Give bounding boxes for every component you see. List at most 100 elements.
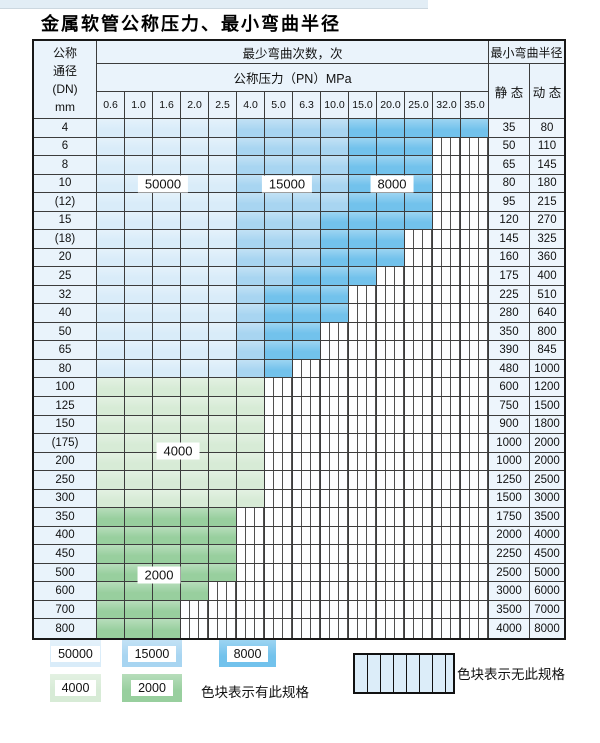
spec-cell [209, 471, 237, 490]
spec-cell [265, 267, 293, 286]
no-spec-cell [405, 452, 433, 472]
spec-cell [181, 396, 209, 416]
static-radius-cell: 175 [489, 267, 530, 286]
static-radius-cell: 480 [489, 359, 530, 379]
dynamic-radius-cell: 1200 [530, 378, 564, 397]
spec-cell [125, 322, 153, 342]
pressure-column-header: 25.0 [405, 92, 433, 119]
dynamic-column-header: 动 态 [530, 64, 564, 119]
table-row: 65 390 845 [34, 341, 564, 360]
spec-cell [153, 415, 181, 435]
no-spec-cell [433, 526, 461, 546]
spec-cell [237, 137, 265, 157]
spec-cell [125, 471, 153, 490]
spec-cell [125, 619, 153, 638]
spec-cell [377, 137, 405, 157]
no-spec-cell [461, 156, 489, 175]
spec-cell [433, 119, 461, 138]
spec-cell [181, 489, 209, 509]
spec-cell [181, 322, 209, 342]
no-spec-cell [349, 600, 377, 620]
table-row: 800 4000 8000 [34, 619, 564, 638]
pressure-column-header: 0.6 [97, 92, 125, 119]
spec-cell [209, 230, 237, 249]
spec-cell [237, 396, 265, 416]
dn-cell: 500 [34, 563, 97, 583]
dynamic-radius-cell: 360 [530, 248, 564, 268]
dn-cell: 32 [34, 285, 97, 305]
no-spec-cell [433, 341, 461, 360]
spec-cell [349, 193, 377, 212]
dynamic-radius-cell: 1000 [530, 359, 564, 379]
no-spec-cell [405, 230, 433, 249]
spec-cell [153, 471, 181, 490]
no-spec-cell [461, 489, 489, 509]
spec-cell [293, 248, 321, 268]
spec-cell [125, 396, 153, 416]
no-spec-cell [461, 545, 489, 564]
pressure-column-header: 2.0 [181, 92, 209, 119]
spec-cell [209, 156, 237, 175]
legend-block-label: 8000 [226, 645, 269, 662]
spec-cell [237, 304, 265, 323]
dynamic-radius-cell: 1800 [530, 415, 564, 435]
table-row: 8 65 145 [34, 156, 564, 175]
legend-block-2000: 2000 [122, 674, 182, 702]
no-spec-cell [433, 267, 461, 286]
spec-cell [209, 415, 237, 435]
dynamic-radius-cell: 640 [530, 304, 564, 323]
spec-cell [293, 322, 321, 342]
spec-cell [125, 304, 153, 323]
spec-cell [97, 341, 125, 360]
no-spec-cell [433, 137, 461, 157]
no-spec-cell [321, 341, 349, 360]
no-spec-cell [349, 452, 377, 472]
dynamic-radius-cell: 845 [530, 341, 564, 360]
no-spec-cell [265, 415, 293, 435]
no-spec-cell [209, 582, 237, 601]
no-spec-cell [349, 563, 377, 583]
dn-cell: 350 [34, 508, 97, 527]
spec-cell [209, 489, 237, 509]
no-spec-cell [349, 471, 377, 490]
spec-cell [97, 285, 125, 305]
spec-cell [265, 230, 293, 249]
no-spec-cell [461, 526, 489, 546]
table-row: 50 350 800 [34, 322, 564, 342]
spec-cell [265, 359, 293, 379]
spec-cell [181, 471, 209, 490]
no-spec-cell [321, 600, 349, 620]
spec-cell [209, 341, 237, 360]
no-spec-cell [405, 359, 433, 379]
no-spec-cell [293, 508, 321, 527]
spec-cell [153, 156, 181, 175]
dn-cell: 20 [34, 248, 97, 268]
no-spec-cell [349, 359, 377, 379]
spec-cell [321, 248, 349, 268]
static-radius-cell: 2500 [489, 563, 530, 583]
no-spec-cell [321, 545, 349, 564]
table-row: 20 160 360 [34, 248, 564, 268]
no-spec-cell [293, 489, 321, 509]
spec-cell [293, 193, 321, 212]
static-radius-cell: 1250 [489, 471, 530, 490]
no-spec-cell [321, 396, 349, 416]
no-spec-cell [433, 304, 461, 323]
no-spec-cell [209, 619, 237, 638]
top-accent-strip [0, 0, 428, 9]
static-radius-cell: 120 [489, 211, 530, 231]
no-spec-cell [377, 378, 405, 397]
spec-cell [405, 156, 433, 175]
spec-cell [97, 378, 125, 397]
spec-cell [153, 137, 181, 157]
spec-cell [377, 119, 405, 138]
no-spec-cell [293, 359, 321, 379]
legend-no-spec-text: 色块表示无此规格 [457, 667, 565, 682]
spec-cell [181, 211, 209, 231]
no-spec-cell [461, 341, 489, 360]
spec-cell [237, 156, 265, 175]
spec-cell [349, 174, 377, 194]
static-radius-cell: 2000 [489, 526, 530, 546]
spec-cell [125, 452, 153, 472]
no-spec-cell [433, 248, 461, 268]
